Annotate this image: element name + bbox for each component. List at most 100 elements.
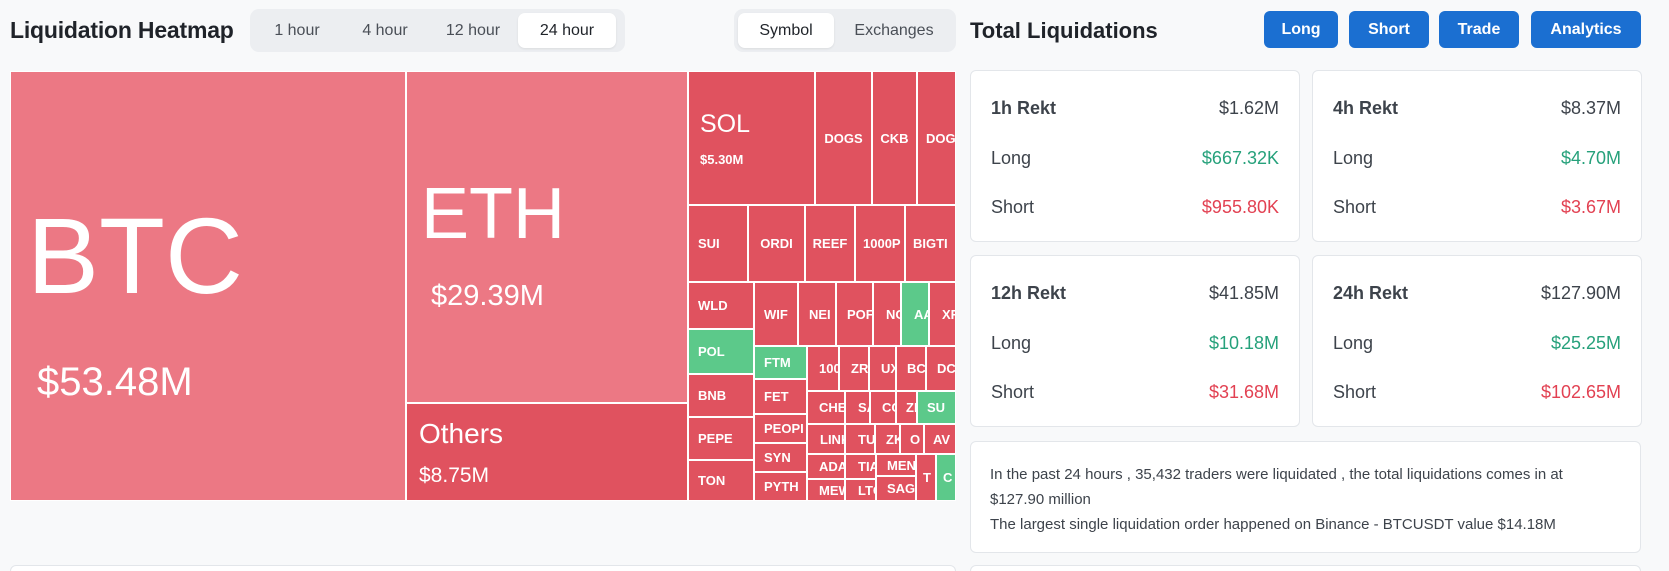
- largest-order-text: The largest single liquidation order hap…: [990, 516, 1556, 533]
- tile-fet[interactable]: FET: [754, 379, 807, 414]
- tile-bch[interactable]: BC: [896, 346, 926, 391]
- card-long-row: Long $4.70M: [1333, 148, 1621, 169]
- trade-button[interactable]: Trade: [1439, 11, 1519, 48]
- tile-zeta[interactable]: ZE: [896, 391, 917, 424]
- tile-link[interactable]: LINK: [807, 424, 845, 454]
- tile-people[interactable]: PEOPI: [754, 414, 807, 443]
- tile-turbo[interactable]: TUF: [845, 424, 875, 454]
- tile-uxlink[interactable]: UX: [869, 346, 896, 391]
- card-header: 4h Rekt $8.37M: [1333, 98, 1621, 119]
- tile-chess[interactable]: CHE: [807, 391, 845, 424]
- tab-4-hour[interactable]: 4 hour: [362, 21, 408, 39]
- card-title: 24h Rekt: [1333, 283, 1409, 303]
- tile-eth-symbol: ETH: [421, 174, 565, 254]
- tile-ada[interactable]: ADA: [807, 454, 845, 479]
- tile-xrp[interactable]: XR: [929, 282, 956, 346]
- tile-ckb[interactable]: CKB: [872, 71, 917, 205]
- tile-zk[interactable]: ZK: [875, 424, 900, 454]
- short-label: Short: [991, 197, 1035, 217]
- tile-pepe[interactable]: PEPE: [688, 417, 754, 460]
- tile-eth[interactable]: ETH $29.39M: [406, 71, 688, 403]
- tile-btc[interactable]: BTC $53.48M: [10, 71, 406, 501]
- tile-tia[interactable]: TIA: [845, 454, 876, 479]
- rekt-card-12h: 12h Rekt $41.85M Long $10.18M Short $31.…: [970, 255, 1300, 427]
- tile-not[interactable]: NO: [873, 282, 901, 346]
- tile-t[interactable]: T: [916, 454, 936, 501]
- tile-wld[interactable]: WLD: [688, 282, 754, 329]
- tile-sand[interactable]: SA: [845, 391, 870, 424]
- tile-neiro[interactable]: NEI: [798, 282, 836, 346]
- tile-1000p[interactable]: 1000P: [855, 205, 905, 282]
- liquidation-treemap: BTC $53.48M ETH $29.39M Others $8.75M SO…: [10, 71, 956, 501]
- tile-op[interactable]: O: [900, 424, 924, 454]
- tab-12-hour[interactable]: 12 hour: [445, 21, 501, 39]
- tile-dogs[interactable]: DOGS: [815, 71, 872, 205]
- short-value: $102.65M: [1540, 382, 1621, 402]
- tile-syn[interactable]: SYN: [754, 443, 807, 472]
- short-button[interactable]: Short: [1349, 11, 1429, 48]
- tab-symbol[interactable]: Symbol: [738, 13, 834, 48]
- tile-pol[interactable]: POL: [688, 329, 754, 374]
- card-total: $1.62M: [1218, 98, 1279, 118]
- card-long-row: Long $10.18M: [991, 333, 1279, 354]
- tile-others-symbol: Others: [419, 418, 504, 449]
- heatmap-title: Liquidation Heatmap: [10, 17, 234, 43]
- card-short-row: Short $31.68M: [991, 382, 1279, 403]
- short-label: Short: [1333, 197, 1377, 217]
- summary-text: In the past 24 hours , 35,432 traders we…: [990, 466, 1563, 508]
- tile-others[interactable]: Others $8.75M: [406, 403, 688, 501]
- long-value: $667.32K: [1201, 148, 1279, 168]
- tile-ton[interactable]: TON: [688, 460, 754, 501]
- short-label: Short: [1333, 382, 1377, 402]
- tile-sol[interactable]: SOL $5.30M: [688, 71, 815, 205]
- card-title: 1h Rekt: [991, 98, 1057, 118]
- liquidation-summary: In the past 24 hours , 35,432 traders we…: [970, 441, 1641, 553]
- lower-panel-left: [10, 565, 956, 571]
- tab-24-hour[interactable]: 24 hour: [518, 13, 616, 48]
- tile-reef[interactable]: REEF: [805, 205, 855, 282]
- tile-wif[interactable]: WIF: [754, 282, 798, 346]
- lower-panel-right: [970, 565, 1641, 571]
- card-total: $127.90M: [1540, 283, 1621, 303]
- tile-comp[interactable]: CC: [870, 391, 896, 424]
- tile-ordi[interactable]: ORDI: [748, 205, 805, 282]
- analytics-button[interactable]: Analytics: [1531, 11, 1641, 48]
- tile-ftm[interactable]: FTM: [754, 346, 807, 379]
- tile-dog[interactable]: DOG: [917, 71, 956, 205]
- tile-saga[interactable]: SAG: [876, 476, 916, 501]
- tile-mew[interactable]: MEW: [807, 479, 845, 501]
- short-value: $3.67M: [1560, 197, 1621, 217]
- rekt-card-24h: 24h Rekt $127.90M Long $25.25M Short $10…: [1312, 255, 1642, 427]
- card-header: 12h Rekt $41.85M: [991, 283, 1279, 304]
- tile-sushi[interactable]: SU: [917, 391, 956, 424]
- time-range-tabs: 1 hour 4 hour 12 hour 24 hour: [250, 9, 625, 52]
- tile-ltc[interactable]: LTC: [845, 479, 876, 501]
- tile-meme[interactable]: MEN: [876, 454, 916, 476]
- card-header: 1h Rekt $1.62M: [991, 98, 1279, 119]
- long-value: $10.18M: [1208, 333, 1279, 353]
- long-value: $25.25M: [1550, 333, 1621, 353]
- tile-aave[interactable]: AA: [901, 282, 929, 346]
- tile-zro[interactable]: ZR: [839, 346, 869, 391]
- long-button[interactable]: Long: [1264, 11, 1338, 48]
- tab-1-hour[interactable]: 1 hour: [274, 21, 320, 39]
- short-value: $955.80K: [1201, 197, 1279, 217]
- tile-popcat[interactable]: POF: [836, 282, 873, 346]
- card-total: $41.85M: [1208, 283, 1279, 303]
- tile-avax[interactable]: AV: [924, 424, 956, 454]
- tab-exchanges[interactable]: Exchanges: [854, 21, 934, 39]
- card-short-row: Short $3.67M: [1333, 197, 1621, 218]
- tile-c[interactable]: C: [936, 454, 956, 501]
- card-header: 24h Rekt $127.90M: [1333, 283, 1621, 304]
- tile-sui[interactable]: SUI: [688, 205, 748, 282]
- tile-dot[interactable]: DC: [926, 346, 956, 391]
- long-value: $4.70M: [1560, 148, 1621, 168]
- view-tabs: Symbol Exchanges: [734, 9, 956, 52]
- tile-1000x[interactable]: 100: [807, 346, 839, 391]
- rekt-card-4h: 4h Rekt $8.37M Long $4.70M Short $3.67M: [1312, 70, 1642, 242]
- card-title: 4h Rekt: [1333, 98, 1399, 118]
- tile-pyth[interactable]: PYTH: [754, 472, 807, 501]
- tile-bnb[interactable]: BNB: [688, 374, 754, 417]
- tile-bigtime[interactable]: BIGTI: [905, 205, 956, 282]
